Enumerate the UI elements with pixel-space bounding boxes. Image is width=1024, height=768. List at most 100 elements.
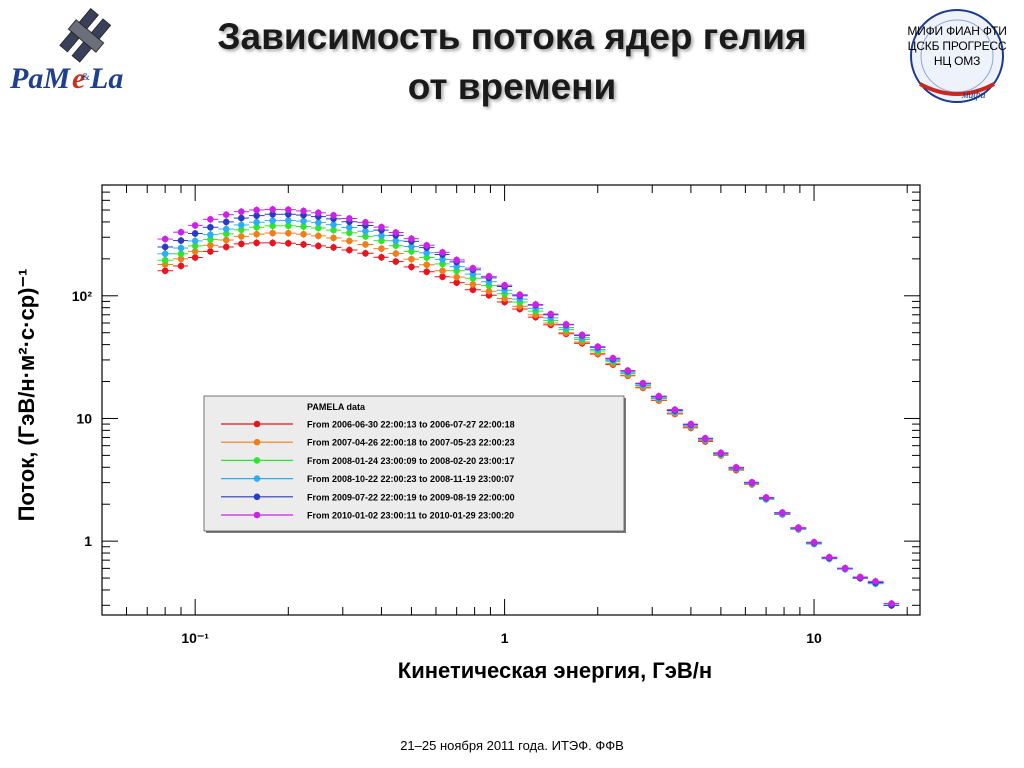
data-point xyxy=(423,261,430,269)
data-point xyxy=(439,273,446,281)
svg-text:мифи: мифи xyxy=(961,90,985,101)
legend-box xyxy=(203,395,625,532)
data-point xyxy=(378,237,385,245)
data-point xyxy=(594,343,602,350)
svg-text:PaM: PaM xyxy=(9,62,71,95)
data-point xyxy=(362,241,369,248)
data-point xyxy=(161,256,169,264)
legend-marker xyxy=(253,438,261,446)
data-point xyxy=(238,226,245,234)
legend-entry: From 2008-01-24 23:00:09 to 2008-02-20 2… xyxy=(307,456,515,466)
y-tick-label: 10² xyxy=(72,288,93,304)
data-point xyxy=(362,219,369,226)
data-point xyxy=(238,240,245,248)
data-point xyxy=(177,255,185,263)
data-point xyxy=(222,230,230,238)
data-point xyxy=(207,248,214,255)
pamela-logo-graphic: PaM e La & xyxy=(9,8,123,95)
data-point xyxy=(453,256,460,264)
data-point xyxy=(177,250,185,258)
data-point xyxy=(222,218,230,226)
data-point xyxy=(362,233,369,240)
data-point xyxy=(161,243,169,251)
data-point xyxy=(207,231,214,238)
data-point xyxy=(314,232,322,240)
data-point xyxy=(392,242,400,250)
data-point xyxy=(501,295,508,302)
data-point xyxy=(423,254,430,261)
data-point xyxy=(748,478,756,486)
data-point xyxy=(300,217,307,225)
data-point xyxy=(408,263,415,271)
data-point xyxy=(222,236,230,244)
data-point xyxy=(314,242,322,250)
institutes-line-2: ЦСКБ ПРОГРЕСС xyxy=(907,39,1007,53)
data-point xyxy=(300,241,307,248)
data-point xyxy=(207,241,214,249)
slide-title-line-1: Зависимость потока ядер гелия xyxy=(217,16,807,57)
data-point xyxy=(346,229,353,237)
series-6 xyxy=(157,205,900,608)
data-point xyxy=(841,565,849,572)
data-point xyxy=(253,206,260,214)
institutes-line-1: МИФИ ФИАН ФТИ xyxy=(907,24,1007,38)
y-tick-label: 1 xyxy=(84,533,92,549)
data-point xyxy=(191,254,199,261)
legend-entry: From 2006-06-30 22:00:13 to 2006-07-27 2… xyxy=(307,420,515,430)
data-point xyxy=(300,230,307,238)
data-point xyxy=(285,239,292,247)
legend-entry: From 2008-10-22 22:00:23 to 2008-11-19 2… xyxy=(307,474,514,484)
data-point xyxy=(191,237,199,245)
data-point xyxy=(779,509,786,516)
data-point xyxy=(856,573,864,581)
data-point xyxy=(362,227,369,235)
slide-title-line-2: от времени xyxy=(407,66,617,107)
data-point xyxy=(469,286,477,294)
data-point xyxy=(253,212,260,219)
data-point xyxy=(439,249,446,256)
data-point xyxy=(578,331,586,339)
data-point xyxy=(346,215,353,222)
x-axis-label: Кинетическая энергия, ГэВ/н xyxy=(397,658,713,683)
data-point xyxy=(547,310,555,318)
data-point xyxy=(362,249,369,257)
data-point xyxy=(392,229,400,236)
data-point xyxy=(285,222,292,230)
data-point xyxy=(222,211,230,219)
data-point xyxy=(825,553,833,561)
data-point xyxy=(762,494,770,501)
data-point xyxy=(408,248,415,255)
data-point xyxy=(624,367,632,374)
data-point xyxy=(285,229,292,237)
data-point xyxy=(392,258,400,265)
data-point xyxy=(269,229,276,237)
legend-marker xyxy=(253,457,261,464)
data-point xyxy=(671,406,679,413)
data-point xyxy=(655,392,663,400)
data-point xyxy=(439,267,446,275)
data-point xyxy=(516,291,524,299)
data-point xyxy=(314,209,322,217)
data-point xyxy=(469,281,477,288)
data-point xyxy=(191,222,199,229)
data-point xyxy=(177,237,185,244)
data-point xyxy=(269,210,276,218)
data-point xyxy=(485,273,493,280)
data-point xyxy=(253,223,260,231)
data-point xyxy=(330,234,337,242)
data-point xyxy=(269,239,276,247)
data-point xyxy=(269,222,276,230)
y-axis-label-text: Поток, (ГэВ/н·м²·с·ср)⁻¹ xyxy=(14,268,39,522)
data-point xyxy=(191,248,199,255)
data-point xyxy=(639,379,647,387)
data-point xyxy=(285,206,292,214)
svg-text:La: La xyxy=(89,62,123,95)
data-point xyxy=(501,281,508,289)
data-point xyxy=(392,237,400,245)
data-point xyxy=(207,236,214,243)
data-point xyxy=(346,246,353,254)
data-point xyxy=(469,264,477,272)
data-point xyxy=(423,268,430,276)
y-tick-label: 10 xyxy=(76,410,92,426)
